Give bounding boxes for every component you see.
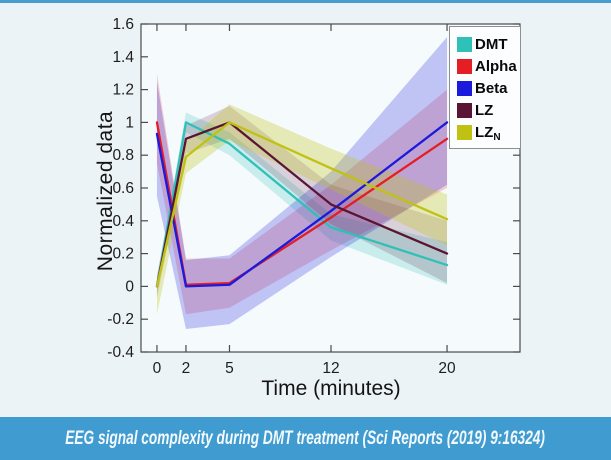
legend-label-alpha: Alpha <box>475 57 517 75</box>
legend-item-lzn: LZ N <box>457 121 518 143</box>
y-tick-label: 1.6 <box>112 16 134 33</box>
y-tick-label: 0 <box>125 278 134 295</box>
band-lzn <box>156 104 448 315</box>
legend-swatch-alpha <box>457 58 472 74</box>
y-tick-label: 0.4 <box>112 213 134 230</box>
legend-item-beta: Beta <box>457 77 518 99</box>
x-tick-label: 2 <box>182 360 191 377</box>
y-tick-label: -0.2 <box>107 311 134 328</box>
series-lines <box>155 121 449 288</box>
y-tick-label: 1.4 <box>112 49 134 66</box>
x-tick-label: 20 <box>438 360 456 377</box>
x-tick-label: 0 <box>153 360 162 377</box>
legend-label-lz: LZ <box>475 101 494 119</box>
y-tick-label: -0.4 <box>107 344 134 361</box>
y-tick-label: 1 <box>125 114 134 131</box>
x-tick-label: 5 <box>225 360 234 377</box>
legend-swatch-lzn <box>457 124 472 140</box>
legend-label-dmt: DMT <box>475 35 508 53</box>
y-tick-label: 0.2 <box>112 246 134 263</box>
legend-label-beta: Beta <box>475 79 508 97</box>
series-line-dmt <box>155 121 449 288</box>
legend-item-dmt: DMT <box>457 33 518 55</box>
series-line-lzn <box>155 121 449 288</box>
legend-item-lz: LZ <box>457 99 518 121</box>
legend-item-alpha: Alpha <box>457 55 518 77</box>
y-tick-label: 0.8 <box>112 147 134 164</box>
legend-swatch-dmt <box>457 36 472 52</box>
legend-sub-lzn: N <box>493 131 501 143</box>
band-beta <box>156 37 448 330</box>
figure-area: 0 2 5 12 20 -0.4 -0.2 0 0.2 0.4 0.6 0.8 1 1.2 1.4 1.6 N… <box>0 3 611 417</box>
top-accent-bar <box>0 0 611 3</box>
legend-swatch-lz <box>457 102 472 118</box>
y-tick-label: 0.6 <box>112 180 134 197</box>
legend-swatch-beta <box>457 80 472 96</box>
x-axis-label: Time (minutes) <box>261 377 401 400</box>
chart-legend: DMT Alpha Beta LZ LZ N <box>449 26 521 149</box>
x-tick-label: 12 <box>322 360 339 377</box>
y-tick-label: 1.2 <box>112 82 134 99</box>
caption-text: EEG signal complexity during DMT treatme… <box>65 427 546 449</box>
series-line-beta <box>155 121 449 288</box>
tick-labels: 0 2 5 12 20 -0.4 -0.2 0 0.2 0.4 0.6 0.8 1 1.2 1.4 1.6 <box>107 16 456 377</box>
y-axis-label: Normalized data <box>94 110 117 272</box>
legend-label-lzn: LZ <box>475 123 494 141</box>
caption-bar: EEG signal complexity during DMT treatme… <box>0 417 611 460</box>
